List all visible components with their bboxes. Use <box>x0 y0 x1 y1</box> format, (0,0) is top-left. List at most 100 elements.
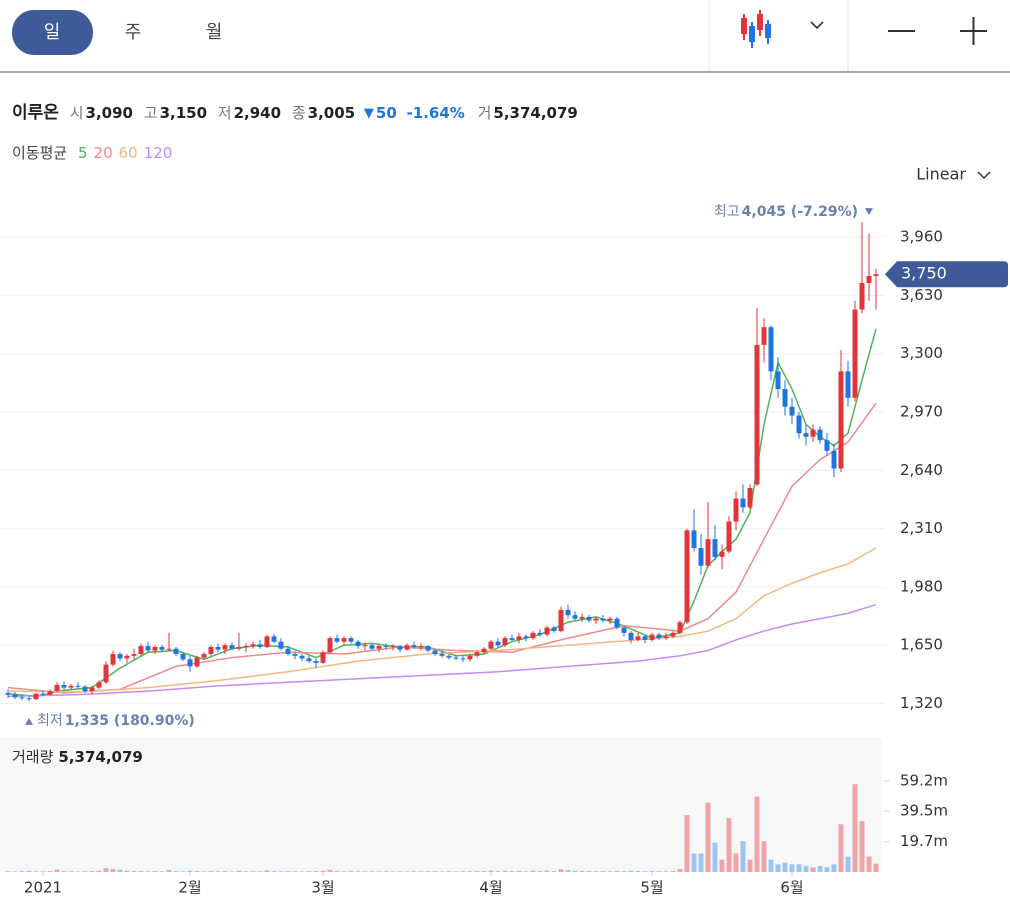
ma-line <box>7 603 877 698</box>
volume-bar <box>537 871 543 872</box>
x-tick-label: 3월 <box>311 879 334 897</box>
volume-bar <box>222 871 228 872</box>
candle-body <box>187 659 193 667</box>
ma-legend-entry: 20 <box>94 144 113 162</box>
candle-body <box>271 636 277 642</box>
volume-bar <box>159 871 165 872</box>
volume-bar <box>740 841 746 872</box>
candle-body <box>467 655 473 660</box>
x-tick-label: 6월 <box>780 879 803 897</box>
candle-body <box>194 657 200 667</box>
volume-bar <box>481 871 487 872</box>
volume-bar <box>733 853 739 872</box>
volume-bar <box>838 824 844 872</box>
low-label: 최저 <box>37 713 63 729</box>
volume-bar <box>516 870 522 872</box>
volume-bar <box>803 865 809 872</box>
volume-bar <box>68 871 74 872</box>
low-marker <box>25 717 33 725</box>
candle-body <box>558 609 564 632</box>
volume-bar <box>82 871 88 872</box>
candle-body <box>411 645 417 647</box>
volume-bar <box>488 870 494 872</box>
volume-bar <box>789 864 795 872</box>
candle-body <box>236 646 242 649</box>
volume-bar <box>719 859 725 872</box>
volume-bar <box>684 815 690 872</box>
volume-bar <box>852 784 858 872</box>
candle-body <box>768 327 774 372</box>
volume-bar <box>19 871 25 872</box>
volume-bar <box>530 870 536 872</box>
scale-select[interactable]: Linear <box>916 165 966 184</box>
volume-bar <box>173 871 179 872</box>
candle-body <box>446 655 452 658</box>
label: 고 <box>144 104 158 122</box>
candle-body <box>68 685 74 688</box>
volume-bar <box>628 870 634 872</box>
volume-bar <box>285 871 291 872</box>
volume-bar <box>320 870 326 872</box>
volume-bar <box>257 871 263 872</box>
candle-body <box>607 618 613 621</box>
candle-body <box>110 654 116 665</box>
volume-bar <box>117 869 123 872</box>
volume-bar <box>250 871 256 872</box>
candle-body <box>376 646 382 649</box>
volume-title: 거래량 5,374,079 <box>12 748 143 766</box>
candle-body <box>418 646 424 648</box>
candle-body <box>320 652 326 663</box>
high-marker <box>865 208 873 216</box>
volume-bar <box>40 871 46 872</box>
candle-body <box>663 636 669 639</box>
volume-bar <box>656 871 662 872</box>
volume-bar <box>698 853 704 872</box>
month-tab[interactable]: 월 <box>206 22 223 43</box>
stock-name: 이루온 <box>12 103 59 123</box>
candle-body <box>516 636 522 640</box>
volume-bar <box>348 871 354 872</box>
day-tab-bg[interactable] <box>12 10 93 55</box>
high-text: 4,045 (-7.29%) <box>742 204 858 220</box>
candle-body <box>747 487 753 508</box>
volume-bar <box>824 867 830 872</box>
candle-body <box>292 654 298 656</box>
week-tab[interactable]: 주 <box>125 22 142 43</box>
volume-label: 거래량 <box>12 748 54 766</box>
dropdown[interactable] <box>977 171 991 180</box>
y-tick-label: 2,640 <box>900 461 943 479</box>
candle-body <box>852 309 858 398</box>
candle-body <box>285 648 291 655</box>
candle-body <box>439 654 445 656</box>
chart-type-icon[interactable] <box>741 10 771 48</box>
high-annotation: 최고 4,045 (-7.29%) <box>714 204 858 220</box>
candle-body <box>348 638 354 642</box>
candle-body <box>173 648 179 655</box>
ma-legend-entry: 5 <box>78 144 88 162</box>
volume-bar <box>26 870 32 872</box>
y-tick-label: 2,310 <box>900 519 943 537</box>
candle-body <box>61 684 67 688</box>
volume-bar <box>103 868 109 872</box>
zoom-in[interactable] <box>960 17 987 45</box>
volume-bar <box>446 871 452 872</box>
candle-body <box>138 646 144 655</box>
dropdown[interactable] <box>810 21 824 30</box>
candle-body <box>33 693 39 700</box>
volume-bar <box>306 871 312 872</box>
day-tab[interactable]: 일 <box>44 22 61 43</box>
volume-bar <box>754 796 760 872</box>
candle-body <box>782 389 788 407</box>
volume-bar <box>334 871 340 872</box>
volume-bar <box>621 871 627 872</box>
candle-body <box>96 682 102 688</box>
candle-body <box>586 616 592 621</box>
candle-body <box>537 632 543 635</box>
candle-body <box>5 692 11 695</box>
volume-bar <box>691 853 697 872</box>
volume-bar <box>796 864 802 872</box>
x-tick-label: 4월 <box>479 879 502 897</box>
volume-bar <box>712 842 718 872</box>
candle-body <box>579 616 585 619</box>
volume-bar <box>810 867 816 872</box>
